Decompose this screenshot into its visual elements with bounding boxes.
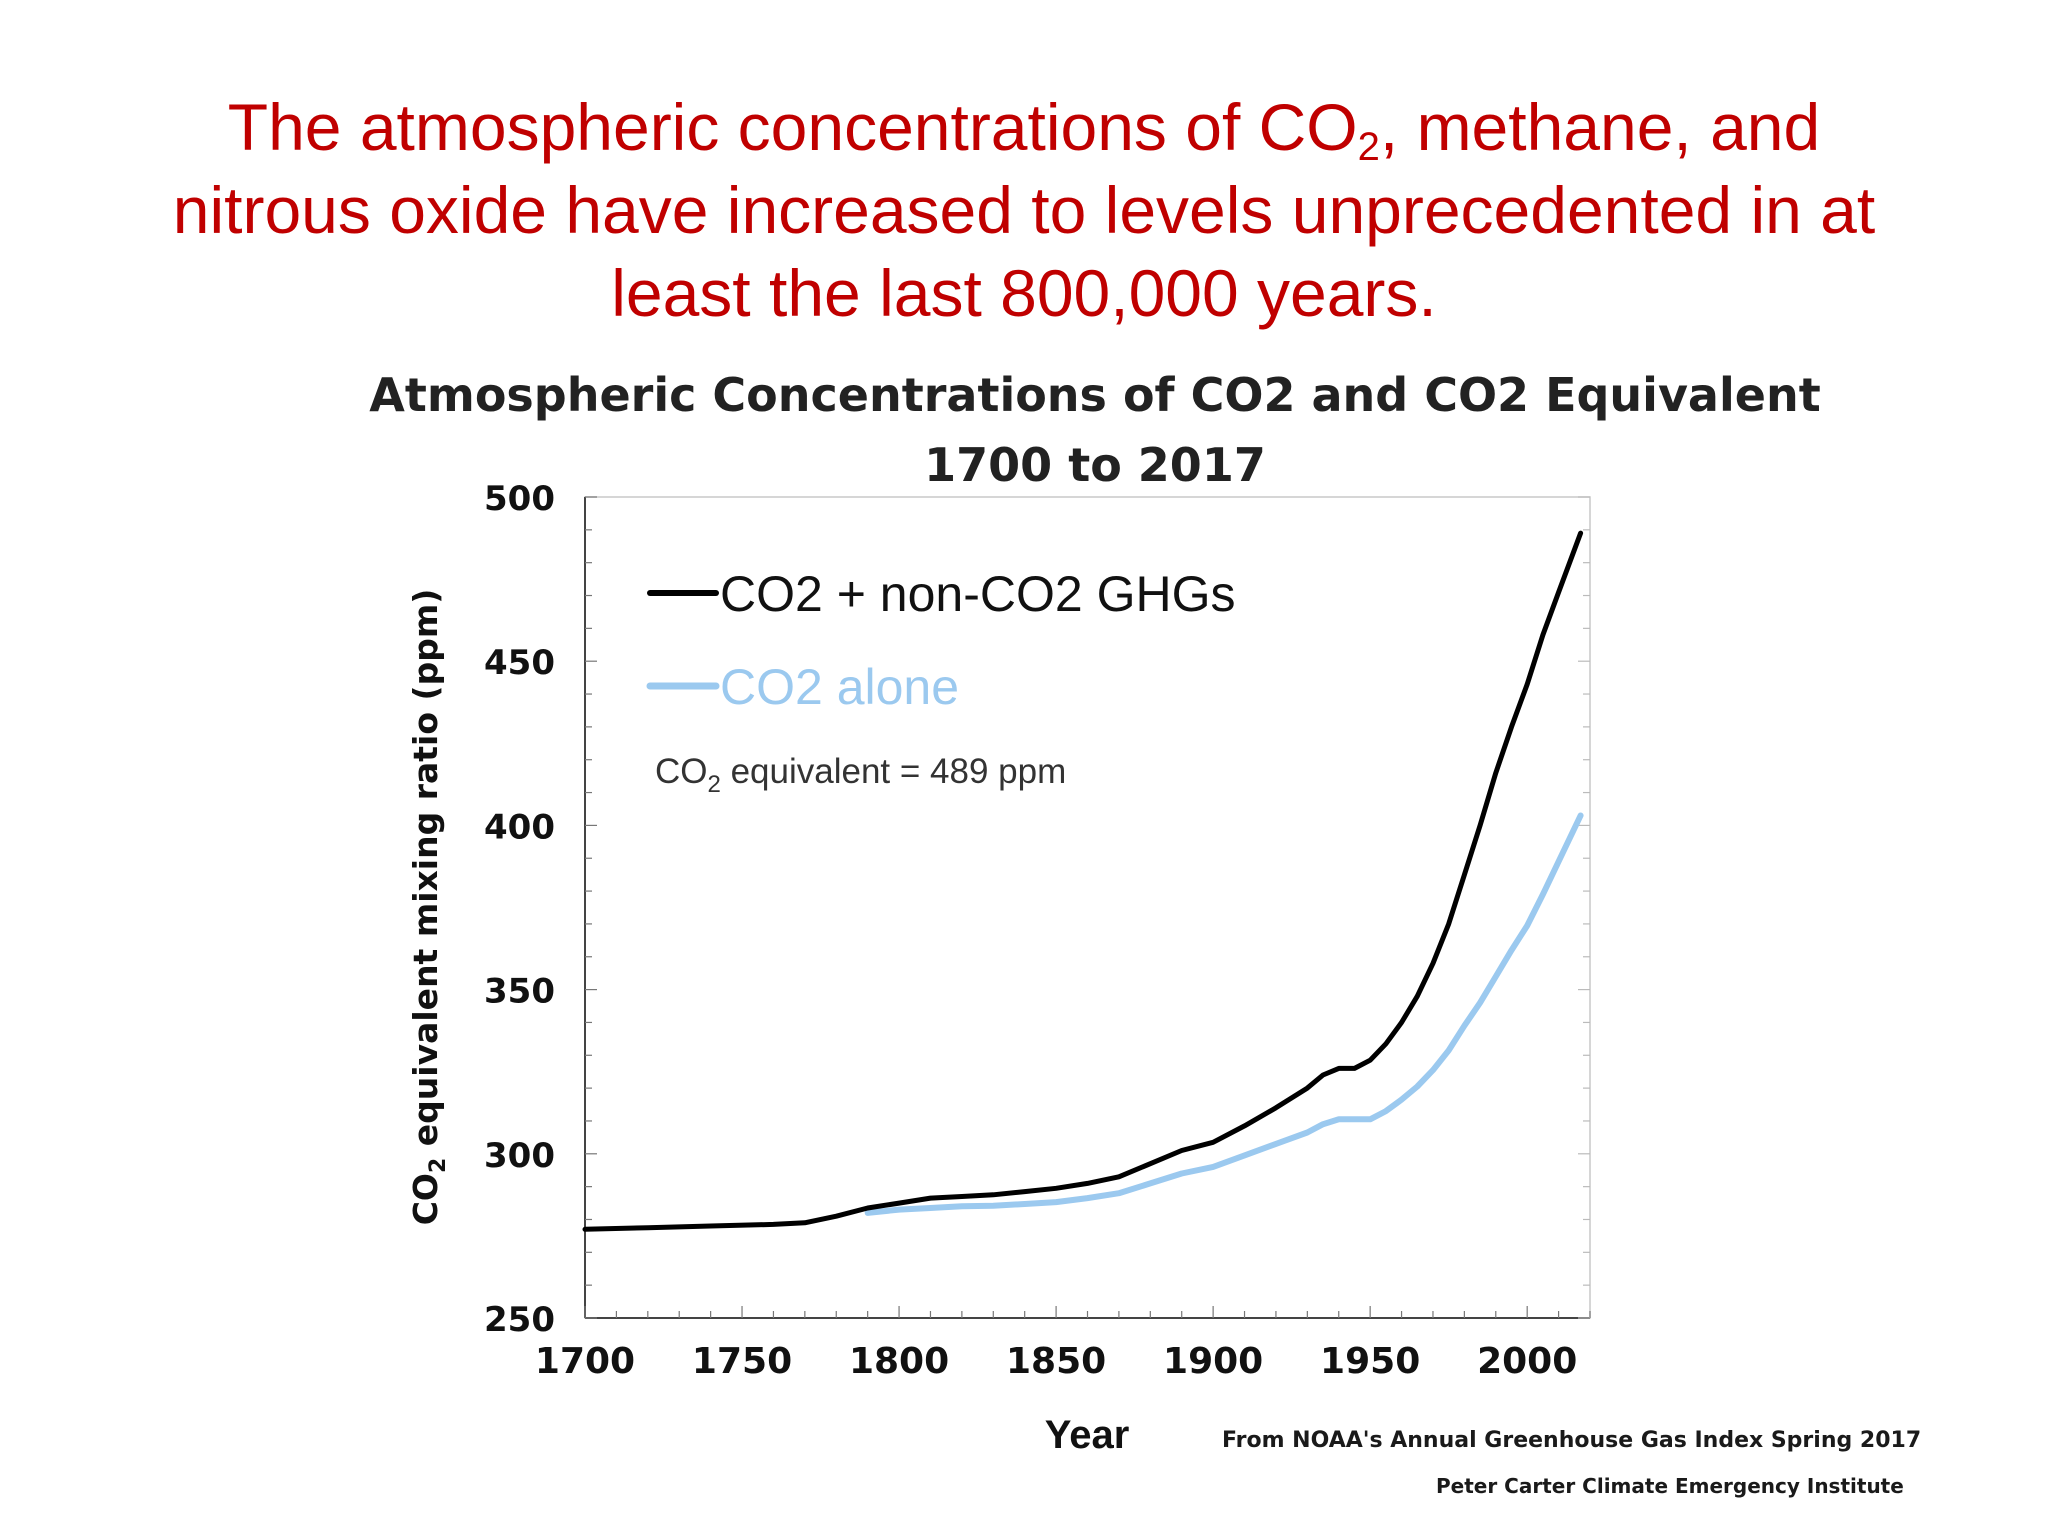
headline: The atmospheric concentrations of CO2, m…: [124, 86, 1924, 335]
tick-marks: [584, 496, 1591, 1319]
x-tick-label: 1750: [692, 1341, 792, 1382]
x-tick-label: 1850: [1006, 1341, 1106, 1382]
series-line-1: [582, 530, 1584, 1232]
chart-subtitle: 1700 to 2017: [924, 438, 1266, 492]
legend: CO2 + non-CO2 GHGs CO2 alone: [646, 566, 1235, 715]
x-tick-label: 1800: [849, 1341, 949, 1382]
x-tick-label: 1950: [1320, 1341, 1420, 1382]
chart-title-block: Atmospheric Concentrations of CO2 and CO…: [300, 360, 1890, 500]
y-tick-label: 250: [484, 1300, 555, 1340]
headline-subscript: 2: [1357, 125, 1380, 169]
headline-line-1-before: The atmospheric concentrations of CO: [227, 90, 1358, 164]
x-tick-label: 2000: [1477, 1341, 1577, 1382]
headline-line-2: nitrous oxide have increased to levels u…: [172, 173, 1876, 247]
y-tick-label: 400: [484, 807, 555, 847]
legend-label-2: CO2 alone: [720, 659, 959, 715]
x-tick-label: 1900: [1163, 1341, 1263, 1382]
headline-line-3: least the last 800,000 years.: [611, 256, 1437, 330]
legend-label-1: CO2 + non-CO2 GHGs: [720, 566, 1235, 622]
chart-title: Atmospheric Concentrations of CO2 and CO…: [369, 368, 1821, 422]
headline-line-1-after: , methane, and: [1379, 90, 1821, 164]
y-axis-label: CO2 equivalent mixing ratio (ppm): [406, 589, 451, 1226]
source-credit: From NOAA's Annual Greenhouse Gas Index …: [1222, 1428, 1922, 1453]
y-tick-label: 350: [484, 972, 555, 1012]
y-tick-label: 450: [484, 643, 555, 683]
series-line-2: [864, 812, 1584, 1216]
series-lines: [582, 530, 1584, 1232]
headline-line-1: The atmospheric concentrations of CO2, m…: [124, 86, 1924, 169]
author-credit: Peter Carter Climate Emergency Institute: [1436, 1474, 1904, 1498]
x-tick-label: 1700: [535, 1341, 635, 1382]
y-tick-label: 500: [484, 479, 555, 519]
y-tick-label: 300: [484, 1136, 555, 1176]
co2-equivalent-annotation: CO2 equivalent = 489 ppm: [655, 752, 1066, 798]
x-axis-label: Year: [1045, 1413, 1130, 1457]
x-tick-labels: 1700 1750 1800 1850 1900 1950 2000: [535, 1341, 1577, 1382]
y-tick-labels: 250 300 350 400 450 500: [484, 479, 555, 1340]
